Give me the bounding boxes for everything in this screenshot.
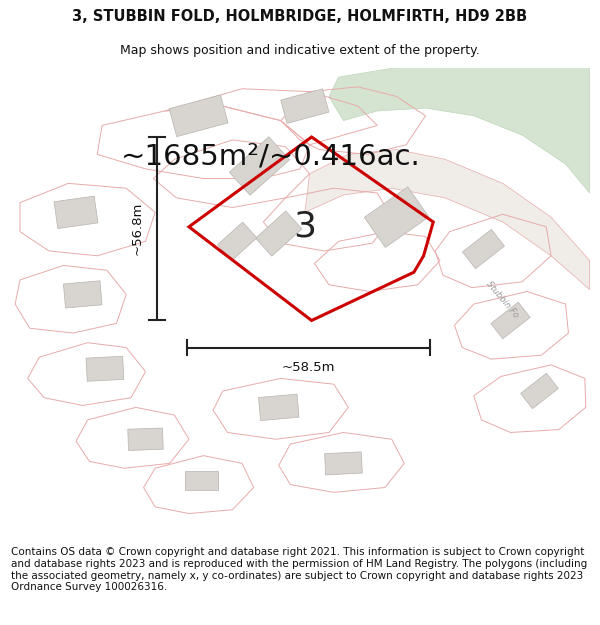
Bar: [364, 187, 429, 248]
Bar: [256, 211, 302, 256]
Text: ~1685m²/~0.416ac.: ~1685m²/~0.416ac.: [121, 142, 421, 171]
Bar: [491, 302, 530, 339]
Text: Contains OS data © Crown copyright and database right 2021. This information is : Contains OS data © Crown copyright and d…: [11, 548, 587, 592]
Text: Stubbin Fo: Stubbin Fo: [485, 279, 521, 319]
Bar: [64, 281, 102, 308]
Text: Map shows position and indicative extent of the property.: Map shows position and indicative extent…: [120, 44, 480, 57]
Bar: [281, 89, 329, 123]
Bar: [185, 471, 218, 491]
Bar: [325, 452, 362, 475]
Text: ~58.5m: ~58.5m: [282, 361, 335, 374]
Polygon shape: [329, 68, 590, 193]
Bar: [521, 373, 559, 409]
Bar: [128, 428, 163, 451]
Bar: [218, 222, 257, 261]
Text: ~56.8m: ~56.8m: [131, 202, 143, 256]
Bar: [54, 196, 98, 229]
Text: 3, STUBBIN FOLD, HOLMBRIDGE, HOLMFIRTH, HD9 2BB: 3, STUBBIN FOLD, HOLMBRIDGE, HOLMFIRTH, …: [73, 9, 527, 24]
Bar: [463, 229, 505, 269]
Text: 3: 3: [293, 210, 316, 244]
Bar: [169, 95, 228, 137]
Bar: [229, 137, 290, 195]
Polygon shape: [305, 149, 590, 289]
Bar: [259, 394, 299, 421]
Bar: [86, 356, 124, 381]
